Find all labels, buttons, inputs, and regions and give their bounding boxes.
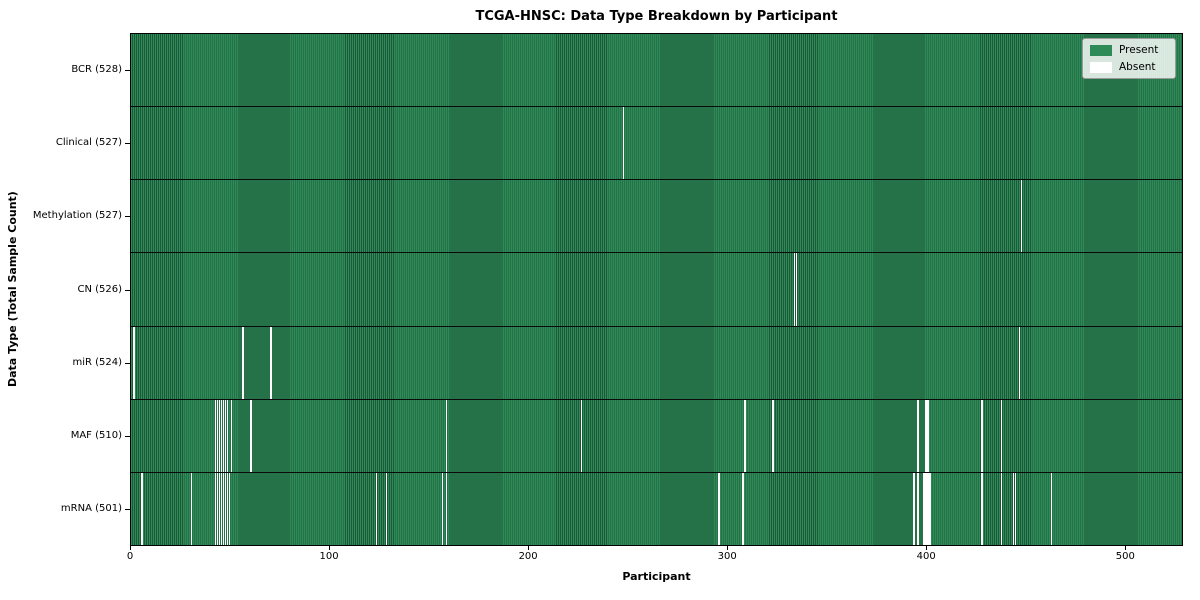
absent-mark (917, 472, 919, 545)
x-tick-label-500: 500 (1115, 551, 1135, 562)
absent-mark (925, 399, 927, 472)
chart-title: TCGA-HNSC: Data Type Breakdown by Partic… (475, 9, 838, 24)
absent-mark (220, 399, 223, 472)
absent-mark (923, 472, 925, 545)
absent-mark (218, 472, 221, 545)
absent-mark (220, 472, 223, 545)
absent-mark (718, 472, 720, 545)
absent-mark (242, 326, 245, 399)
x-tick-label-300: 300 (717, 551, 737, 562)
absent-mark (226, 472, 229, 545)
absent-mark (132, 326, 135, 399)
x-tick-label-0: 0 (126, 551, 134, 562)
absent-mark (913, 472, 915, 545)
absent-mark (925, 472, 927, 545)
absent-mark (230, 399, 233, 472)
x-tick-label-100: 100 (319, 551, 339, 562)
absent-mark (228, 472, 231, 545)
absent-mark (980, 399, 983, 472)
absent-mark (917, 399, 919, 472)
absent-mark (1012, 472, 1015, 545)
absent-mark (445, 399, 448, 472)
y-tick-mark (125, 362, 130, 364)
y-tick-label-maf: MAF (510) (70, 430, 122, 442)
present-swatch-icon (1090, 44, 1112, 56)
x-tick-label-200: 200 (518, 551, 538, 562)
absent-mark (742, 472, 744, 545)
y-tick-label-cn: CN (526) (77, 283, 122, 295)
heatmap-row-methylation (131, 179, 1182, 253)
y-tick-mark (125, 142, 130, 144)
absent-mark (580, 399, 583, 472)
absent-mark (744, 399, 746, 472)
x-tick-mark (528, 546, 530, 550)
absent-mark (795, 253, 798, 326)
absent-mark (216, 472, 219, 545)
absent-mark (441, 472, 444, 545)
x-tick-mark (329, 546, 331, 550)
absent-mark (622, 107, 625, 180)
y-tick-mark (125, 436, 130, 438)
x-tick-mark (926, 546, 928, 550)
absent-mark (1018, 326, 1021, 399)
legend: Present Absent (1082, 38, 1176, 79)
absent-mark (385, 472, 388, 545)
absent-mark (793, 253, 796, 326)
x-tick-mark (727, 546, 729, 550)
absent-mark (929, 472, 931, 545)
absent-mark (190, 472, 193, 545)
absent-mark (222, 472, 225, 545)
x-tick-label-400: 400 (916, 551, 936, 562)
absent-swatch-icon (1090, 61, 1112, 73)
absent-mark (224, 472, 227, 545)
absent-mark (375, 472, 378, 545)
y-tick-mark (125, 216, 130, 218)
absent-mark (1020, 180, 1023, 253)
absent-mark (216, 399, 219, 472)
legend-label-present: Present (1119, 44, 1159, 56)
y-tick-mark (125, 509, 130, 511)
absent-mark (140, 472, 143, 545)
absent-mark (1014, 472, 1017, 545)
heatmap-row-maf (131, 398, 1182, 472)
x-axis-title: Participant (622, 570, 691, 583)
absent-mark (222, 399, 225, 472)
absent-mark (1000, 472, 1003, 545)
heatmap-row-mrna (131, 471, 1182, 545)
absent-mark (1000, 399, 1003, 472)
y-tick-label-mir: miR (524) (72, 356, 122, 368)
legend-item-absent: Absent (1090, 61, 1167, 73)
y-tick-mark (125, 69, 130, 71)
absent-mark (270, 326, 272, 399)
heatmap-row-cn (131, 252, 1182, 326)
y-tick-mark (125, 289, 130, 291)
legend-item-present: Present (1090, 44, 1167, 56)
y-tick-label-bcr: BCR (528) (71, 63, 122, 75)
x-tick-mark (130, 546, 131, 550)
absent-mark (226, 399, 229, 472)
absent-mark (771, 399, 774, 472)
heatmap-row-mir (131, 325, 1182, 399)
heatmap-row-bcr (131, 34, 1182, 107)
absent-mark (250, 399, 252, 472)
y-tick-label-mrna: mRNA (501) (60, 503, 122, 515)
absent-mark (214, 399, 217, 472)
absent-mark (927, 399, 929, 472)
y-tick-label-clinical: Clinical (527) (55, 136, 122, 148)
y-tick-label-methylation: Methylation (527) (32, 210, 122, 222)
absent-mark (927, 472, 929, 545)
legend-label-absent: Absent (1119, 61, 1156, 73)
heatmap-row-clinical (131, 106, 1182, 180)
absent-mark (1050, 472, 1053, 545)
plot-area (130, 33, 1183, 546)
absent-mark (445, 472, 448, 545)
x-tick-mark (1125, 546, 1127, 550)
absent-mark (214, 472, 217, 545)
absent-mark (224, 399, 227, 472)
absent-mark (980, 472, 983, 545)
absent-mark (218, 399, 221, 472)
